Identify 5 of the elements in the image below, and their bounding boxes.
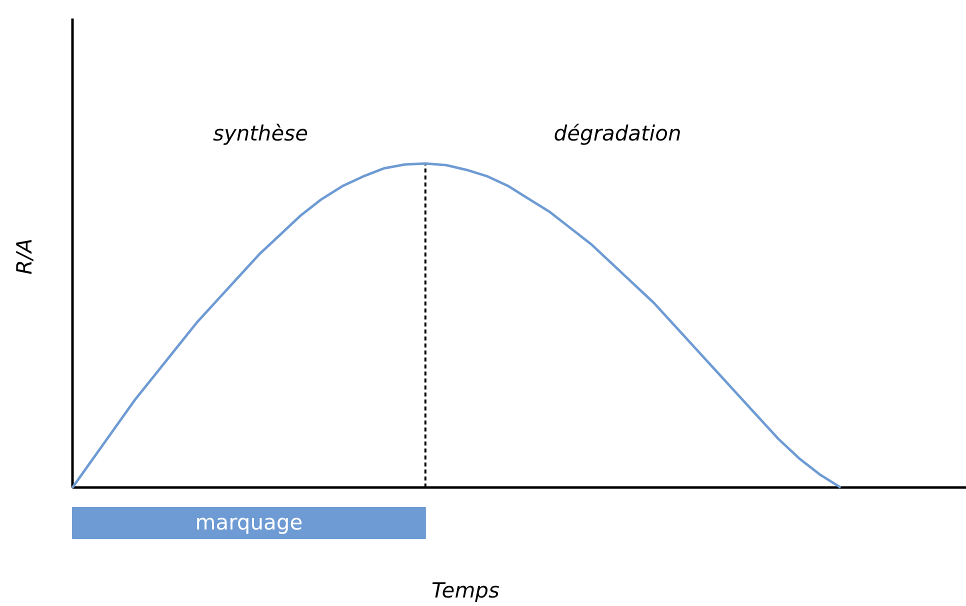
x-axis-title: Temps (432, 578, 500, 602)
text: synthèse (213, 122, 308, 146)
text: dégradation (554, 122, 682, 146)
y-axis-title: R/A (12, 238, 36, 275)
text: marquage (195, 510, 303, 534)
